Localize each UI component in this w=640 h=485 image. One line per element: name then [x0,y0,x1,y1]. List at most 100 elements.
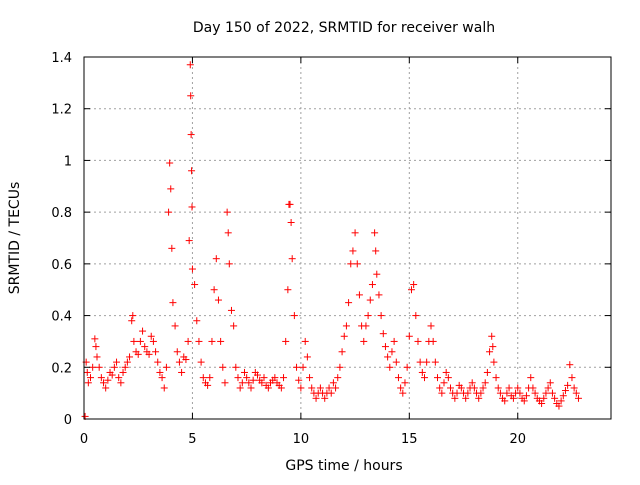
data-point [145,350,153,358]
data-point [566,361,574,369]
data-point [115,374,123,382]
data-point [544,384,552,392]
data-point [119,368,127,376]
data-point [384,353,392,361]
data-point [293,363,301,371]
data-point [264,384,272,392]
data-point [316,384,324,392]
data-point [366,296,374,304]
data-point [407,286,415,294]
data-point [129,312,137,320]
data-point [412,312,420,320]
data-point [496,389,504,397]
data-point [481,379,489,387]
data-point [325,384,333,392]
plot-frame [83,56,612,420]
data-point [234,374,242,382]
data-point [377,312,385,320]
data-point [253,371,261,379]
data-point [418,368,426,376]
data-point [479,384,487,392]
data-point [147,332,155,340]
data-point [108,371,116,379]
y-tick-label: 0.2 [51,361,72,376]
data-point [185,237,193,245]
data-point [128,317,136,325]
data-point [451,394,459,402]
data-point [154,358,162,366]
data-point [187,92,195,100]
data-point [347,260,355,268]
data-point [223,208,231,216]
data-point [210,286,218,294]
data-point [214,296,222,304]
data-point [470,384,478,392]
data-point [288,255,296,263]
data-point [152,348,160,356]
data-point [440,379,448,387]
data-point [362,322,370,330]
data-point [410,281,418,289]
data-point [423,358,431,366]
data-point [258,379,266,387]
data-point [332,384,340,392]
data-point [126,353,134,361]
x-tick-label: 0 [80,432,88,447]
data-point [199,374,207,382]
data-point [488,332,496,340]
data-point [327,389,335,397]
data-point [568,374,576,382]
data-point [93,353,101,361]
data-point [475,394,483,402]
data-point [89,363,97,371]
data-point [282,337,290,345]
data-point [399,389,407,397]
data-point [303,353,311,361]
data-point [397,384,405,392]
data-point [572,389,580,397]
data-point [542,389,550,397]
data-point [349,247,357,255]
data-point [230,322,238,330]
data-point [468,379,476,387]
data-point [141,343,149,351]
data-point [503,389,511,397]
data-point [117,379,125,387]
data-point [136,337,144,345]
x-tick-label: 5 [188,432,196,447]
data-point [392,358,400,366]
data-point [83,368,91,376]
data-point [191,281,199,289]
data-point [373,270,381,278]
data-point [559,392,567,400]
data-point [360,337,368,345]
data-point [529,384,537,392]
data-point [297,384,305,392]
data-point [123,358,131,366]
data-point [340,332,348,340]
data-point [208,337,216,345]
data-point [175,358,183,366]
data-point [224,229,232,237]
data-point [490,358,498,366]
data-point [457,384,465,392]
data-point [531,389,539,397]
grid [84,57,611,419]
data-point [277,384,285,392]
data-point [403,363,411,371]
data-point [186,61,194,69]
data-point [301,337,309,345]
data-point [492,374,500,382]
data-point [372,247,380,255]
data-point [130,337,138,345]
data-point [306,374,314,382]
data-point [464,389,472,397]
y-tick-label: 0.8 [51,206,72,221]
data-point [527,374,535,382]
data-point [238,379,246,387]
data-point [431,358,439,366]
data-point [557,397,565,405]
data-point [299,363,307,371]
data-point [505,384,513,392]
